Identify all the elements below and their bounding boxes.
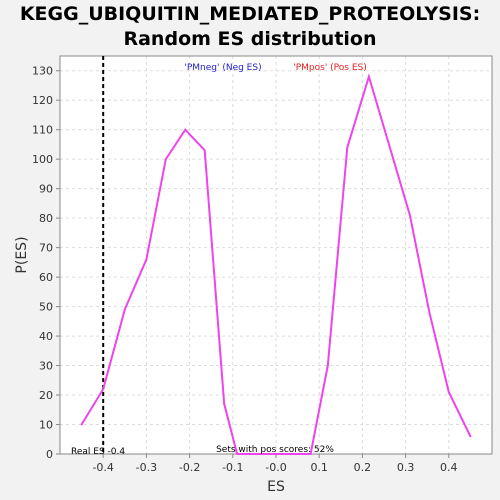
x-tick-label: -0.4 (92, 461, 113, 474)
x-tick-label: -0.0 (265, 461, 286, 474)
x-tick-label: -0.1 (222, 461, 243, 474)
chart-title: KEGG_UBIQUITIN_MEDIATED_PROTEOLYSIS: Ran… (0, 2, 500, 52)
y-tick-label: 70 (39, 242, 53, 255)
y-axis-label: P(ES) (14, 236, 30, 273)
real-es-label: Real ES -0.4 (71, 447, 125, 457)
y-tick-label: 40 (39, 330, 53, 343)
data-point (326, 364, 329, 367)
data-point (80, 423, 83, 426)
data-point (102, 388, 105, 391)
data-point (123, 308, 126, 311)
y-tick-label: 90 (39, 183, 53, 196)
chart-title-line-2: Random ES distribution (123, 28, 377, 50)
chart-title-line-1: KEGG_UBIQUITIN_MEDIATED_PROTEOLYSIS: (19, 3, 481, 25)
x-tick-label: 0.1 (310, 461, 328, 474)
data-point (428, 311, 431, 314)
x-tick-label: 0.2 (354, 461, 372, 474)
data-point (346, 146, 349, 149)
neg-es-label: 'PMneg' (Neg ES) (184, 63, 261, 73)
x-tick-label: -0.2 (179, 461, 200, 474)
pos-es-label: 'PMpos' (Pos ES) (293, 63, 367, 73)
y-tick-label: 0 (46, 448, 53, 461)
data-point (223, 402, 226, 405)
data-point (184, 128, 187, 131)
data-point (145, 258, 148, 261)
y-tick-label: 50 (39, 301, 53, 314)
y-tick-label: 20 (39, 389, 53, 402)
pos-scores-label: Sets with pos scores: 52% (216, 445, 334, 455)
x-tick-label: 0.3 (397, 461, 415, 474)
data-point (203, 149, 206, 152)
data-point (309, 453, 312, 455)
y-tick-label: 110 (32, 124, 53, 137)
data-point (469, 435, 472, 438)
y-tick-label: 10 (39, 419, 53, 432)
x-axis-label: ES (267, 479, 285, 495)
data-point (408, 214, 411, 217)
y-tick-label: 120 (32, 94, 53, 107)
x-tick-label: -0.3 (136, 461, 157, 474)
y-tick-label: 130 (32, 65, 53, 78)
x-tick-label: 0.4 (440, 461, 458, 474)
y-tick-label: 80 (39, 212, 53, 225)
y-tick-label: 100 (32, 153, 53, 166)
y-tick-label: 30 (39, 360, 53, 373)
data-point (236, 453, 239, 455)
y-tick-label: 60 (39, 271, 53, 284)
data-point (164, 158, 167, 161)
data-point (447, 391, 450, 394)
data-point (367, 75, 370, 78)
